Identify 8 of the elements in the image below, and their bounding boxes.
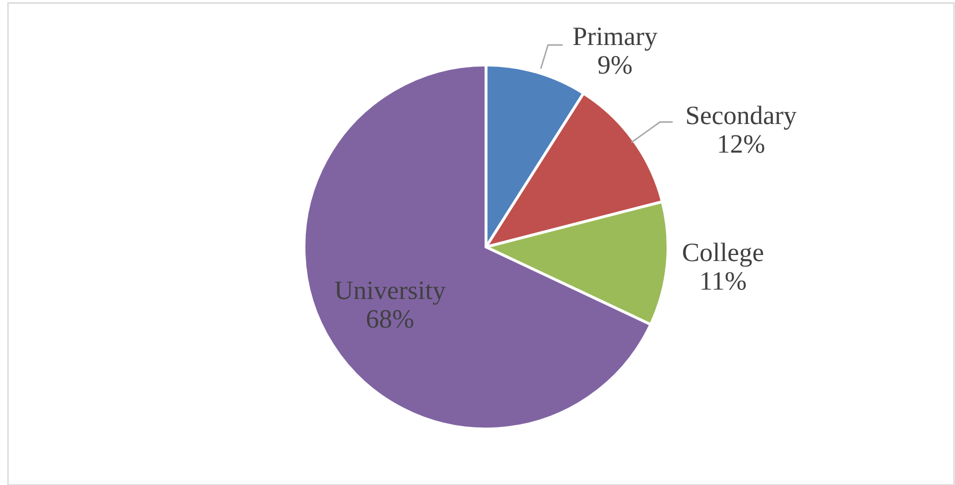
slice-label: Primary <box>573 28 658 51</box>
data-label: 9% <box>598 56 632 74</box>
slice-label: University <box>334 282 446 305</box>
data-label: 68% <box>366 310 414 328</box>
data-label: 12% <box>719 135 764 153</box>
slice-label: College <box>683 242 764 267</box>
data-label: 11% <box>702 272 746 290</box>
slice-label: Secondary <box>687 106 797 130</box>
